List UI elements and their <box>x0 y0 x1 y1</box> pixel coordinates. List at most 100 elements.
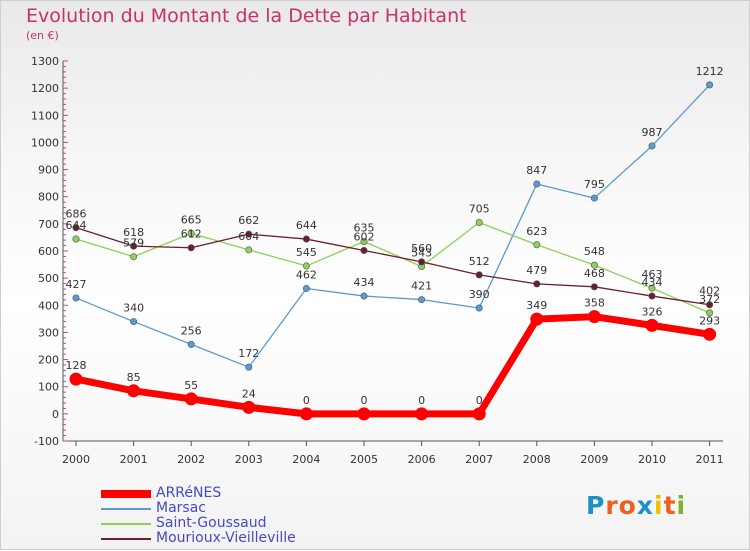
data-point <box>299 407 313 421</box>
data-point <box>72 235 80 243</box>
x-tick-label: 2004 <box>292 453 320 466</box>
data-point <box>590 194 598 202</box>
data-point <box>590 283 598 291</box>
data-label: 479 <box>526 264 547 277</box>
data-point <box>69 372 83 386</box>
series-line-2 <box>75 84 711 368</box>
x-tick-label: 2000 <box>62 453 90 466</box>
data-label: 560 <box>411 242 432 255</box>
data-label: 512 <box>469 255 490 268</box>
data-label: 0 <box>418 394 425 407</box>
data-label: 987 <box>642 126 663 139</box>
y-tick-label: 600 <box>38 245 59 258</box>
data-label: 0 <box>303 394 310 407</box>
legend-label: Saint-Goussaud <box>156 515 267 531</box>
data-point <box>302 262 310 270</box>
data-point <box>590 261 598 269</box>
y-tick-label: 300 <box>38 326 59 339</box>
data-label: 55 <box>184 379 198 392</box>
series-line-3 <box>75 221 710 314</box>
data-point <box>357 407 371 421</box>
series-line-1 <box>75 313 711 418</box>
data-label: 340 <box>123 302 144 315</box>
data-label: 644 <box>66 219 87 232</box>
data-point <box>418 296 426 304</box>
legend-swatch <box>101 489 151 498</box>
data-point <box>245 246 253 254</box>
data-point <box>302 284 310 292</box>
data-point <box>242 400 256 414</box>
y-tick-label: 700 <box>38 218 59 231</box>
x-tick-label: 2001 <box>120 453 148 466</box>
data-label: 434 <box>642 276 663 289</box>
y-tick-label: 900 <box>38 164 59 177</box>
data-point <box>475 219 483 227</box>
data-point <box>130 242 138 250</box>
x-tick-label: 2007 <box>465 453 493 466</box>
data-label: 372 <box>699 293 720 306</box>
data-point <box>533 180 541 188</box>
data-point <box>530 312 544 326</box>
data-point <box>245 363 253 371</box>
data-point <box>415 407 429 421</box>
data-point <box>187 229 195 237</box>
data-point <box>130 318 138 326</box>
data-label: 0 <box>361 394 368 407</box>
data-label: 543 <box>411 246 432 259</box>
x-tick-label: 2005 <box>350 453 378 466</box>
y-tick-label: 0 <box>52 408 59 421</box>
data-point <box>360 246 368 254</box>
data-label: 85 <box>127 371 141 384</box>
data-labels: 427 340 256 172 462 434 421 390 847 795 987 1212 644… <box>66 65 724 407</box>
data-label: 665 <box>181 213 202 226</box>
data-point <box>706 81 714 89</box>
y-tick-label: 400 <box>38 299 59 312</box>
data-point <box>587 310 601 324</box>
data-label: 705 <box>469 203 490 216</box>
data-label: 686 <box>66 208 87 221</box>
legend-swatch <box>101 522 151 525</box>
data-label: 390 <box>469 288 490 301</box>
data-label: 795 <box>584 178 605 191</box>
axes: -100010020030040050060070080090010001100… <box>31 55 724 466</box>
data-point <box>475 304 483 312</box>
data-label: 612 <box>181 228 202 241</box>
data-label: 462 <box>296 268 317 281</box>
data-point <box>648 292 656 300</box>
data-label: 623 <box>526 225 547 238</box>
data-label: 402 <box>699 285 720 298</box>
x-tick-label: 2009 <box>580 453 608 466</box>
legend-label: Marsac <box>156 500 206 516</box>
data-label: 434 <box>354 276 375 289</box>
chart-subtitle: (en €) <box>26 29 59 42</box>
data-label: 172 <box>238 347 259 360</box>
data-label: 293 <box>699 314 720 327</box>
data-label: 1212 <box>696 65 724 78</box>
legend-label: ARRéNES <box>156 485 222 501</box>
data-point <box>360 238 368 246</box>
data-label: 662 <box>238 214 259 227</box>
data-label: 635 <box>354 222 375 235</box>
data-point <box>184 392 198 406</box>
y-tick-label: -100 <box>34 435 59 448</box>
data-point <box>187 340 195 348</box>
data-label: 128 <box>66 359 87 372</box>
data-point <box>302 235 310 243</box>
data-label: 463 <box>642 268 663 281</box>
data-label: 468 <box>584 267 605 280</box>
x-tick-label: 2006 <box>408 453 436 466</box>
y-tick-label: 200 <box>38 354 59 367</box>
legend-swatch <box>101 537 151 540</box>
data-point <box>130 253 138 261</box>
data-point <box>127 384 141 398</box>
proxiti-logo: Proxiti <box>586 491 687 520</box>
data-label: 24 <box>242 387 256 400</box>
y-tick-label: 100 <box>38 381 59 394</box>
data-label: 644 <box>296 219 317 232</box>
data-label: 256 <box>181 324 202 337</box>
data-label: 604 <box>238 230 259 243</box>
series-line-4 <box>75 227 710 306</box>
data-label: 349 <box>526 299 547 312</box>
data-point <box>245 230 253 238</box>
x-tick-label: 2002 <box>177 453 205 466</box>
